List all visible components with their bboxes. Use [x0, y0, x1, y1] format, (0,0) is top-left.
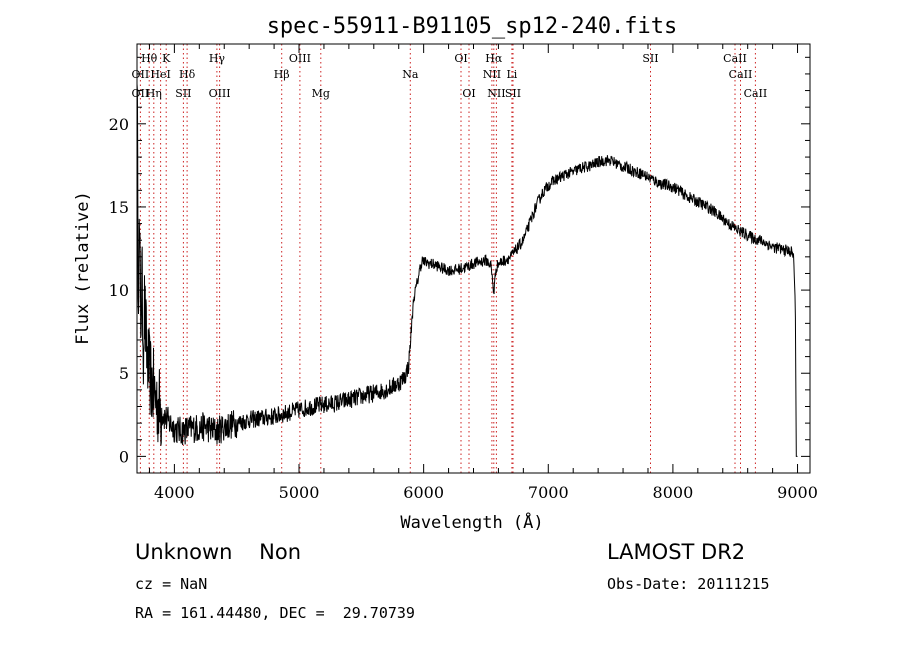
- spectral-line-label: OI: [454, 52, 467, 65]
- x-tick-label: 7000: [528, 483, 569, 502]
- spectral-line-label: Hθ: [141, 52, 158, 65]
- spectral-line-label: OII: [132, 68, 150, 81]
- plot-frame: [136, 43, 811, 474]
- axis-ticks: 4000 5000 6000 7000 8000 9000 0 5 10 15 20: [109, 44, 818, 502]
- spectral-line-label: Hδ: [179, 68, 196, 81]
- y-tick-label: 10: [109, 281, 129, 300]
- survey-name: LAMOST DR2: [607, 540, 746, 564]
- spectral-line-label: SII: [175, 87, 191, 100]
- spectral-line-label: OI: [462, 87, 475, 100]
- redshift-text: cz = NaN: [135, 575, 208, 593]
- spectral-line-label: Mg: [312, 87, 330, 100]
- spectral-line-label: Hβ: [274, 68, 290, 81]
- y-tick-label: 20: [109, 115, 129, 134]
- coordinates-text: RA = 161.44480, DEC = 29.70739: [135, 604, 415, 622]
- y-tick-label: 15: [109, 198, 129, 217]
- x-tick-label: 4000: [154, 483, 195, 502]
- x-tick-label: 5000: [279, 483, 320, 502]
- spectral-line-markers: [139, 44, 756, 473]
- y-tick-label: 0: [119, 447, 129, 466]
- y-axis-label: Flux (relative): [73, 191, 93, 345]
- chart-title: spec-55911-B91105_sp12-240.fits: [267, 14, 678, 39]
- x-tick-label: 8000: [653, 483, 694, 502]
- spectral-line-label: K: [162, 52, 171, 65]
- spectral-line-label: OII: [132, 87, 150, 100]
- y-tick-label: 5: [119, 364, 129, 383]
- spectral-line-label: Hγ: [209, 52, 226, 65]
- spectral-line-label: NII: [487, 87, 505, 100]
- classification-text: Unknown Non: [135, 540, 302, 564]
- spectral-line-label: CaII: [729, 68, 753, 81]
- spectral-line-label: CaII: [744, 87, 768, 100]
- x-tick-label: 9000: [777, 483, 818, 502]
- spectral-line-label: OIII: [209, 87, 231, 100]
- x-axis-label: Wavelength (Å): [400, 511, 543, 533]
- spectral-line-label: Hα: [485, 52, 503, 65]
- x-tick-label: 6000: [403, 483, 444, 502]
- spectral-line-label: Li: [506, 68, 517, 81]
- spectral-line-label: SII: [642, 52, 658, 65]
- spectral-line-label: SII: [505, 87, 521, 100]
- spectral-line-label: Hη: [146, 87, 162, 100]
- spectral-line-label: OIII: [289, 52, 311, 65]
- spectral-line-label: CaII: [723, 52, 747, 65]
- spectral-line-label: HeI: [150, 68, 170, 81]
- spectral-line-label: NII: [483, 68, 501, 81]
- observation-date: Obs-Date: 20111215: [607, 575, 770, 593]
- spectrum-chart: 4000 5000 6000 7000 8000 9000 0 5 10 15 20 Hθ K Hγ OI…: [73, 14, 818, 533]
- spectrum-series-line: [136, 83, 798, 457]
- spectral-line-label: Na: [402, 68, 419, 81]
